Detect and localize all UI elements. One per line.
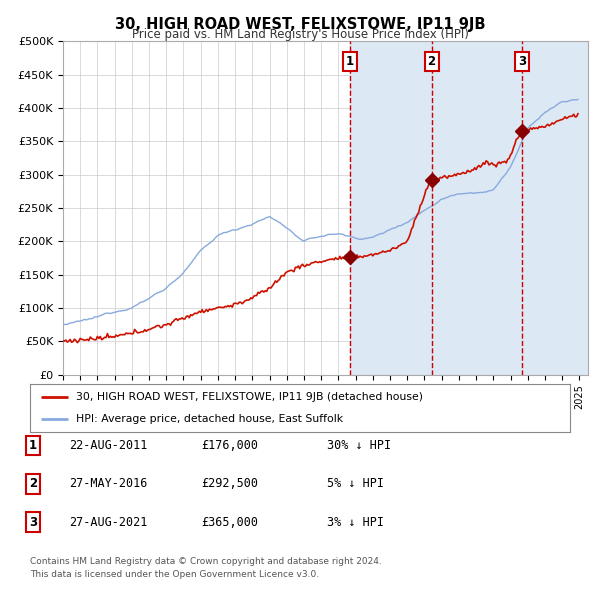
Text: 5% ↓ HPI: 5% ↓ HPI [327,477,384,490]
Bar [431,41,522,375]
Text: 30% ↓ HPI: 30% ↓ HPI [327,439,391,452]
Text: 2: 2 [29,477,37,490]
Text: £365,000: £365,000 [201,516,258,529]
Text: 3: 3 [518,55,526,68]
Bar [350,41,431,375]
Text: 27-MAY-2016: 27-MAY-2016 [69,477,148,490]
Text: £176,000: £176,000 [201,439,258,452]
Bar [522,41,588,375]
Text: Contains HM Land Registry data © Crown copyright and database right 2024.: Contains HM Land Registry data © Crown c… [30,558,382,566]
Text: 1: 1 [29,439,37,452]
Text: 3% ↓ HPI: 3% ↓ HPI [327,516,384,529]
Text: £292,500: £292,500 [201,477,258,490]
Text: 3: 3 [29,516,37,529]
Text: HPI: Average price, detached house, East Suffolk: HPI: Average price, detached house, East… [76,414,343,424]
Text: 30, HIGH ROAD WEST, FELIXSTOWE, IP11 9JB: 30, HIGH ROAD WEST, FELIXSTOWE, IP11 9JB [115,17,485,31]
Text: 22-AUG-2011: 22-AUG-2011 [69,439,148,452]
Text: 1: 1 [346,55,353,68]
Text: 2: 2 [427,55,436,68]
Text: 27-AUG-2021: 27-AUG-2021 [69,516,148,529]
Text: 30, HIGH ROAD WEST, FELIXSTOWE, IP11 9JB (detached house): 30, HIGH ROAD WEST, FELIXSTOWE, IP11 9JB… [76,392,423,402]
Text: Price paid vs. HM Land Registry's House Price Index (HPI): Price paid vs. HM Land Registry's House … [131,28,469,41]
Text: This data is licensed under the Open Government Licence v3.0.: This data is licensed under the Open Gov… [30,571,319,579]
